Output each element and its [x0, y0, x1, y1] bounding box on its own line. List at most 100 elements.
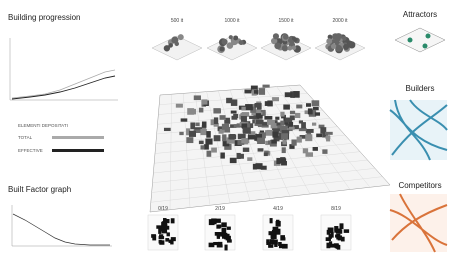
block: [199, 108, 203, 113]
block: [234, 124, 240, 128]
thumb-block: [344, 229, 349, 233]
thumb-block: [292, 46, 297, 51]
block: [280, 121, 284, 126]
thumb-block: [224, 245, 227, 251]
block: [272, 131, 278, 137]
thumb-label: 0/19: [158, 206, 168, 212]
block: [254, 90, 258, 94]
block: [194, 95, 201, 100]
block: [258, 148, 264, 151]
block: [259, 88, 265, 95]
thumb-block: [239, 40, 244, 45]
thumb-block: [326, 38, 332, 44]
panel-title: Attractors: [403, 10, 437, 19]
factor-title: Built Factor graph: [8, 185, 71, 194]
block: [176, 104, 183, 108]
thumb-block: [227, 42, 234, 49]
block: [313, 147, 318, 151]
block: [226, 118, 230, 123]
block: [200, 145, 204, 149]
thumb-block: [167, 232, 170, 236]
block: [283, 104, 290, 109]
block: [199, 141, 204, 144]
thumb-block: [217, 232, 221, 237]
block: [222, 124, 229, 130]
block: [206, 131, 210, 138]
block: [295, 113, 300, 118]
figure: Building progression ELEMENTI DEPOSITATI…: [0, 0, 449, 254]
thumb-block: [159, 240, 162, 244]
block: [214, 135, 221, 141]
block: [316, 134, 322, 138]
block: [181, 118, 188, 121]
thumb-block: [227, 239, 232, 242]
block: [247, 157, 252, 161]
block: [257, 138, 265, 144]
block: [220, 115, 226, 120]
block: [189, 131, 196, 137]
block: [282, 147, 286, 153]
block: [289, 122, 293, 127]
thumb-block: [159, 236, 165, 239]
block: [276, 158, 280, 164]
thumb-block: [211, 218, 216, 224]
thumb-block: [219, 46, 224, 51]
thumb-block: [178, 34, 184, 40]
thumb-block: [338, 235, 342, 240]
block: [272, 97, 279, 101]
block: [256, 120, 264, 124]
thumb-block: [171, 36, 178, 43]
block: [187, 108, 194, 115]
block: [207, 151, 212, 157]
thumb-block: [171, 218, 175, 223]
block: [290, 111, 295, 114]
legend-title: ELEMENTI DEPOSITATI: [18, 123, 68, 128]
block: [296, 105, 302, 109]
legend-swatch: [52, 136, 104, 139]
block: [179, 132, 183, 135]
thumb-block: [161, 224, 167, 230]
thumb-block: [217, 244, 223, 247]
thumb-block: [334, 226, 338, 230]
block: [271, 140, 277, 144]
thumb-label: 500 it: [171, 18, 184, 24]
thumb-block: [276, 221, 281, 227]
block: [267, 120, 275, 125]
block: [164, 128, 171, 131]
block: [264, 153, 268, 157]
thumb-block: [222, 228, 225, 232]
block: [255, 103, 259, 108]
thumb-block: [224, 234, 230, 240]
thumb-label: 1000 it: [224, 18, 240, 24]
block: [293, 91, 299, 98]
thumb-block: [152, 235, 156, 241]
block: [243, 148, 249, 152]
block: [306, 103, 311, 107]
block: [285, 92, 293, 97]
thumb-block: [292, 36, 296, 40]
block: [186, 137, 193, 143]
thumb-block: [266, 242, 270, 245]
block: [205, 138, 212, 144]
block: [190, 122, 195, 129]
block: [289, 127, 295, 130]
block: [201, 99, 207, 104]
thumb-block: [274, 43, 281, 50]
thumb-block: [218, 225, 221, 228]
thumb-block: [331, 44, 336, 49]
block: [313, 107, 319, 110]
legend-swatch: [52, 149, 104, 152]
block: [245, 104, 253, 110]
thumb-block: [336, 244, 340, 248]
thumb-block: [340, 223, 344, 229]
block: [285, 118, 292, 123]
block: [280, 158, 286, 163]
block: [243, 127, 251, 133]
block: [301, 122, 306, 128]
block: [312, 100, 320, 106]
block: [244, 90, 251, 94]
block: [263, 85, 270, 88]
thumb-block: [327, 230, 330, 235]
